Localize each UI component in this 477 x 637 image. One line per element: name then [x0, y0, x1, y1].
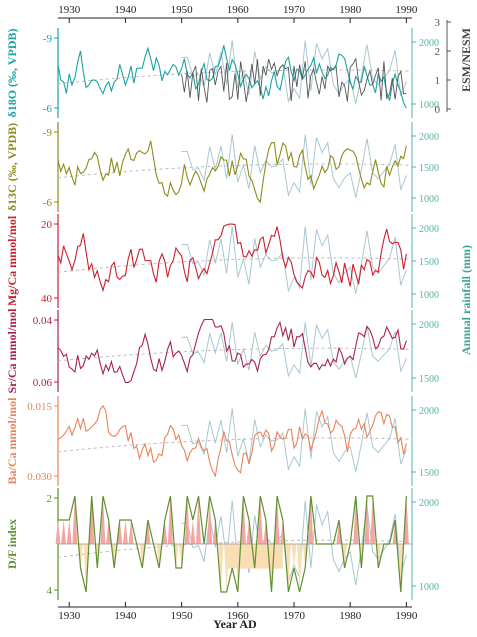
srca-series [57, 318, 407, 384]
bottom-tick-label: 1940 [114, 610, 137, 622]
bottom-tick-labels: 1930 1940 1950 1960 1970 1980 1990 [58, 602, 418, 622]
top-tick-label: 1960 [227, 4, 250, 16]
top-tick-label: 1970 [283, 4, 306, 16]
panel-label: Sr/Ca mmol/mol [5, 308, 19, 394]
esm-series [181, 57, 407, 103]
left-tick-label: 40 [41, 293, 53, 305]
panel-label: δ13C (‰, VPDB) [5, 123, 19, 211]
rain-tick-label: 2000 [419, 406, 439, 417]
left-tick-label: -6 [43, 197, 53, 209]
top-tick-label: 1990 [395, 4, 418, 16]
rainfall-axis-label: Annual rainfall (mm) [459, 245, 473, 355]
left-tick-label: 0.030 [27, 471, 52, 483]
rainfall-series [181, 322, 407, 379]
mgca-series [57, 223, 407, 293]
bottom-tick-label: 1930 [58, 610, 81, 622]
bottom-tick-label: 1990 [395, 610, 418, 622]
bottom-tick-label: 1970 [283, 610, 306, 622]
left-tick-label: 20 [41, 219, 53, 231]
esm-axis-label: ESM/NESM [459, 28, 473, 92]
top-tick-labels: 1930 1940 1950 1960 1970 1980 1990 [58, 4, 418, 23]
rain-tick-label: 1000 [419, 100, 439, 111]
left-tick-label: 4 [47, 585, 53, 597]
wet-fill [55, 496, 409, 544]
panel-d18o: -9 -6 2000 1000 δ18O (‰, VPDB) [5, 28, 439, 118]
top-tick-label: 1940 [114, 4, 137, 16]
top-tick-label: 1930 [58, 4, 81, 16]
esm-tick-label: 0 [435, 104, 441, 116]
rain-tick-label: 1000 [419, 582, 439, 593]
rain-tick-label: 1500 [419, 163, 439, 174]
esm-ticks: 3 2 1 0 [435, 17, 451, 116]
rain-tick-label: 1000 [419, 194, 439, 205]
rain-tick-label: 2000 [419, 320, 439, 331]
rainfall-series [181, 134, 407, 198]
rain-tick-label: 2000 [419, 38, 439, 49]
rainfall-series [181, 408, 407, 472]
esm-tick-label: 2 [435, 46, 441, 58]
left-tick-label: -9 [43, 127, 53, 139]
panel-label: Mg/Ca mmol/mol [5, 215, 19, 306]
panel-baca: 0.015 0.030 2000 1500 Ba/Ca mmol/mol [5, 396, 439, 486]
panel-srca: 0.04 0.06 2000 1500 Sr/Ca mmol/mol [5, 308, 439, 394]
trend-line [57, 257, 413, 273]
left-tick-label: -9 [43, 33, 53, 45]
trend-line [57, 163, 413, 179]
rain-tick-label: 1500 [419, 374, 439, 385]
rainfall-series [181, 226, 407, 294]
dry-spikes [77, 544, 404, 592]
rain-tick-label: 2000 [419, 132, 439, 143]
panel-mgca: 20 40 2000 1500 1000 Mg/Ca mmol/mol [5, 214, 439, 308]
left-tick-label: -6 [43, 103, 53, 115]
rain-tick-label: 1500 [419, 257, 439, 268]
rain-tick-label: 1500 [419, 468, 439, 479]
top-tick-label: 1980 [339, 4, 362, 16]
bottom-tick-label: 1960 [227, 610, 250, 622]
top-tick-label: 1950 [171, 4, 194, 16]
esm-tick-label: 1 [435, 75, 441, 87]
rainfall-series [181, 40, 407, 104]
rain-tick-label: 2000 [419, 224, 439, 235]
esm-tick-label: 3 [435, 17, 441, 29]
trend-line [57, 437, 413, 453]
left-tick-label: 0.06 [33, 377, 53, 389]
rain-tick-label: 1000 [419, 290, 439, 301]
panel-d13c: -9 -6 2000 1500 1000 δ13C (‰, VPDB) [5, 122, 439, 212]
d18o-series [57, 45, 407, 109]
rain-tick-label: 2000 [419, 498, 439, 509]
bottom-tick-label: 1950 [171, 610, 194, 622]
baca-series [57, 404, 407, 478]
panel-label: δ18O (‰, VPDB) [5, 28, 19, 117]
panel-label: D/F index [5, 519, 19, 569]
panel-label: Ba/Ca mmol/mol [5, 397, 19, 485]
left-tick-label: 2 [47, 493, 53, 505]
trend-line [57, 347, 413, 362]
left-tick-label: 0.015 [27, 401, 52, 413]
df-series [58, 495, 407, 593]
d13c-series [57, 140, 407, 204]
left-tick-label: 0.04 [33, 315, 53, 327]
panel-df: 2 4 2000 1000 D/F index [5, 488, 439, 600]
x-axis-label: Year AD [213, 617, 257, 631]
bottom-tick-label: 1980 [339, 610, 362, 622]
